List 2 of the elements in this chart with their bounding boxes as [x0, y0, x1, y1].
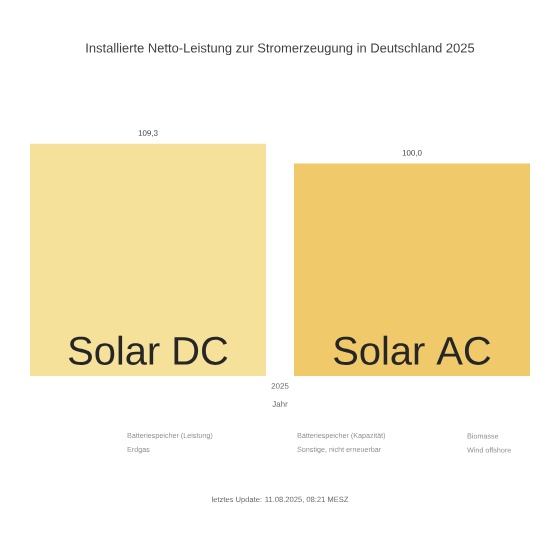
- x-tick-label: Solar AC: [334, 335, 491, 365]
- x-tick-label: Solar DC: [68, 335, 228, 365]
